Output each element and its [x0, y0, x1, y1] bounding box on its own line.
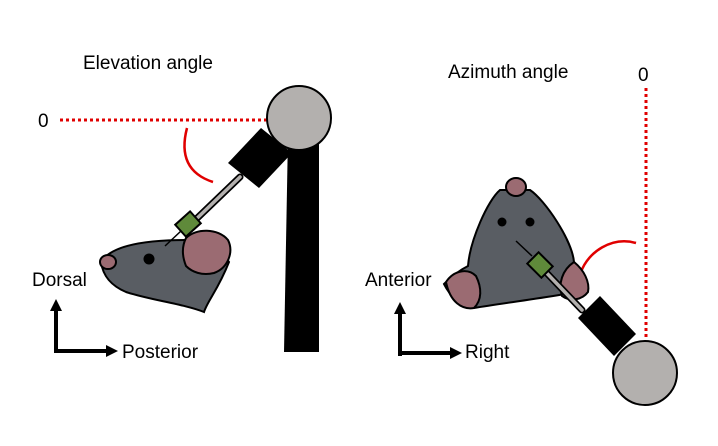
elevation-panel: Elevation angle 0 Dorsal Posterior — [32, 53, 332, 363]
mouse-ear — [182, 229, 232, 276]
electrode-shaft-inner — [188, 175, 242, 227]
mouse-left-eye — [497, 217, 507, 227]
right-label: Right — [465, 342, 510, 363]
azimuth-zero-label: 0 — [638, 65, 649, 86]
azimuth-title: Azimuth angle — [448, 62, 568, 83]
azimuth-panel: Azimuth angle 0 Anterior Right — [365, 62, 678, 406]
stand-post — [284, 130, 319, 352]
mouse-nose — [99, 254, 117, 270]
anterior-label: Anterior — [365, 270, 432, 291]
mouse-nose-top — [505, 177, 527, 197]
manipulator-arm — [228, 128, 292, 188]
mouse-eye — [143, 253, 155, 265]
azimuth-electrode-tip — [515, 240, 533, 257]
azimuth-manipulator-arm — [578, 296, 636, 356]
azimuth-electrode-clip — [525, 250, 555, 280]
dorsal-label: Dorsal — [32, 270, 87, 291]
azimuth-joint-circle — [612, 340, 678, 406]
posterior-label: Posterior — [122, 342, 199, 363]
mouse-left-ear — [444, 270, 482, 310]
joint-circle — [266, 85, 332, 151]
elevation-title: Elevation angle — [83, 53, 213, 74]
azimuth-angle-arc — [579, 240, 637, 273]
electrode-tip — [164, 230, 182, 247]
elevation-zero-label: 0 — [38, 111, 49, 132]
elevation-angle-arc — [183, 127, 214, 184]
mouse-right-eye — [525, 217, 535, 227]
